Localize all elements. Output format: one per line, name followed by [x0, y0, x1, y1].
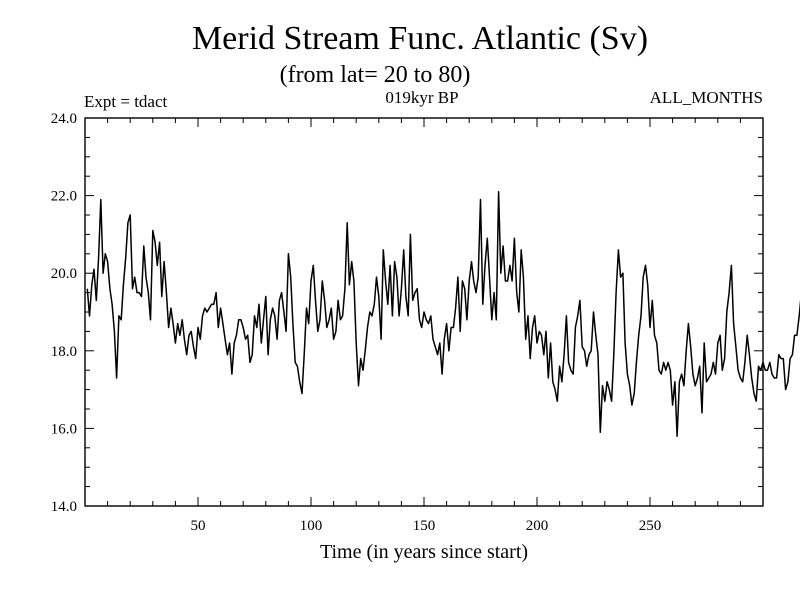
plot-frame	[84, 117, 764, 507]
x-axis-label: Time (in years since start)	[320, 541, 528, 563]
experiment-label: Expt = tdact	[84, 92, 168, 111]
series-line	[86, 190, 800, 437]
y-tick-label: 18.0	[51, 344, 77, 360]
chart-title: Merid Stream Func. Atlantic (Sv)	[192, 20, 648, 57]
x-axis-ticks: 50 100 150 200 250	[107, 118, 741, 534]
x-tick-label: 150	[413, 518, 436, 534]
period-label: 019kyr BP	[385, 88, 458, 107]
x-tick-label: 100	[300, 518, 323, 534]
months-label: ALL_MONTHS	[650, 88, 763, 107]
x-tick-label: 200	[526, 518, 549, 534]
y-tick-label: 14.0	[51, 499, 77, 515]
x-tick-label: 250	[639, 518, 662, 534]
y-axis-ticks: 14.0 16.0 18.0 20.0 22.0 24.0	[51, 111, 763, 515]
y-tick-label: 22.0	[51, 189, 77, 205]
y-tick-label: 20.0	[51, 266, 77, 282]
chart-subtitle: (from lat= 20 to 80)	[280, 62, 471, 88]
y-tick-label: 16.0	[51, 421, 77, 437]
x-tick-label: 50	[191, 518, 206, 534]
y-tick-label: 24.0	[51, 111, 77, 127]
